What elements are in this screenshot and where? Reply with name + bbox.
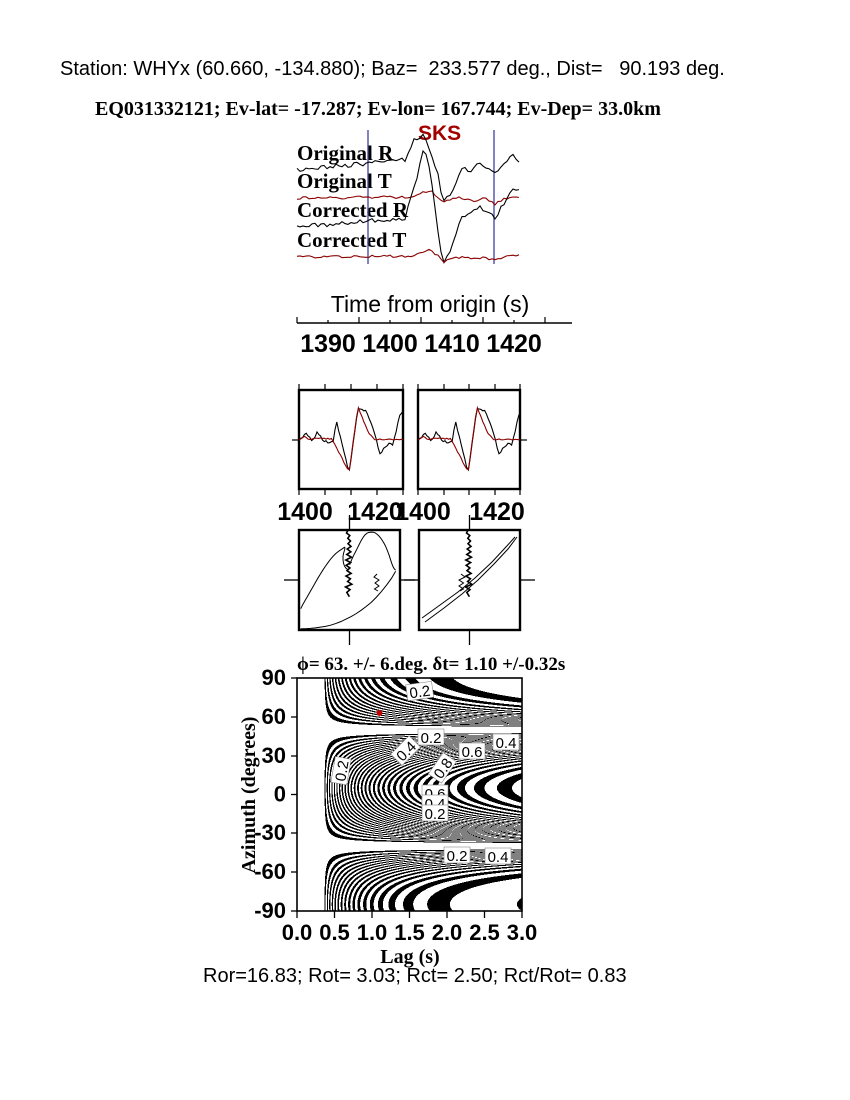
svg-text:2.5: 2.5 [469,920,500,945]
svg-text:90: 90 [262,665,286,690]
svg-text:Azimuth (degrees): Azimuth (degrees) [238,717,260,874]
svg-text:0.4: 0.4 [496,735,517,752]
svg-text:60: 60 [262,704,286,729]
svg-text:0.6: 0.6 [462,744,483,761]
svg-text:0.4: 0.4 [488,849,509,866]
svg-text:0.2: 0.2 [332,759,352,782]
svg-text:3.0: 3.0 [507,920,538,945]
svg-text:0.2: 0.2 [447,848,468,865]
svg-text:0.2: 0.2 [425,806,446,823]
svg-text:0.5: 0.5 [319,920,350,945]
svg-text:30: 30 [262,743,286,768]
svg-text:ϕ= 63. +/- 6.deg. δt= 1.10 +/-: ϕ= 63. +/- 6.deg. δt= 1.10 +/-0.32s [297,654,565,675]
svg-text:1.5: 1.5 [394,920,425,945]
svg-text:0.2: 0.2 [421,730,442,747]
svg-text:2.0: 2.0 [432,920,463,945]
svg-text:0.2: 0.2 [408,683,431,703]
svg-text:0: 0 [274,782,286,807]
svg-text:0.0: 0.0 [282,920,313,945]
svg-text:1.0: 1.0 [357,920,388,945]
